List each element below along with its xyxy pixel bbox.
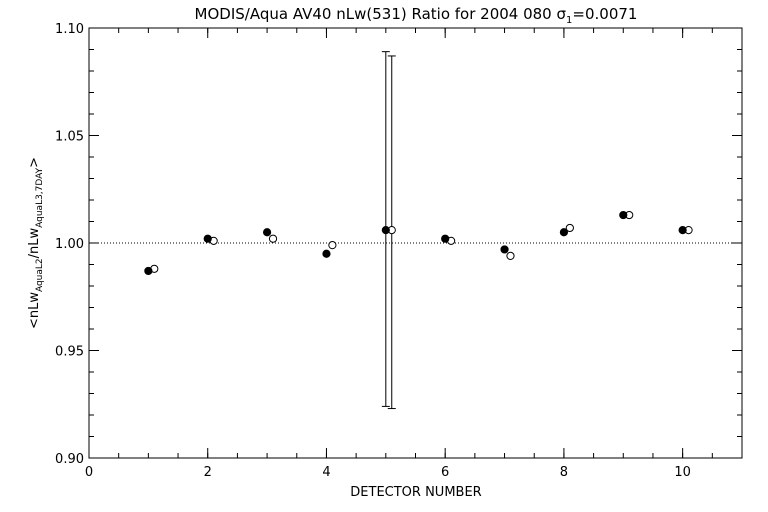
y-axis-label: <nLwAquaL2/nLwAquaL3,7DAY> [27, 157, 45, 329]
y-tick-label: 1.00 [55, 237, 84, 252]
x-tick-label: 6 [441, 465, 449, 480]
filled-circle-point [381, 226, 390, 235]
filled-circle-point [441, 234, 450, 243]
filled-circle-point [559, 228, 569, 237]
y-tick-label: 0.90 [55, 452, 84, 467]
x-axis-label: DETECTOR NUMBER [350, 485, 481, 500]
chart-title: MODIS/Aqua AV40 nLw(531) Ratio for 2004 … [195, 5, 638, 26]
filled-circle-point [203, 234, 212, 243]
x-tick-label: 0 [85, 465, 93, 480]
filled-circle-point [262, 228, 272, 237]
filled-circle-point [678, 226, 687, 235]
open-circle-point [565, 223, 574, 233]
x-tick-label: 2 [204, 465, 212, 480]
filled-circle-point [322, 249, 331, 258]
open-circle-point [328, 241, 337, 250]
y-tick-label: 1.10 [55, 22, 84, 37]
open-circle-point [268, 234, 278, 243]
filled-circle-point [619, 210, 628, 220]
y-tick-label: 0.95 [55, 345, 84, 360]
x-tick-label: 8 [560, 465, 568, 480]
x-tick-label: 4 [322, 465, 330, 480]
filled-circle-point [500, 245, 509, 254]
x-tick-label: 10 [674, 465, 691, 480]
plot-area: 0 2 4 6 8 10 0.90 0.95 1.00 1.05 1.10 [55, 22, 743, 480]
filled-circle-point [144, 266, 153, 276]
open-circle-point [506, 251, 515, 260]
y-tick-label: 1.05 [55, 130, 84, 145]
